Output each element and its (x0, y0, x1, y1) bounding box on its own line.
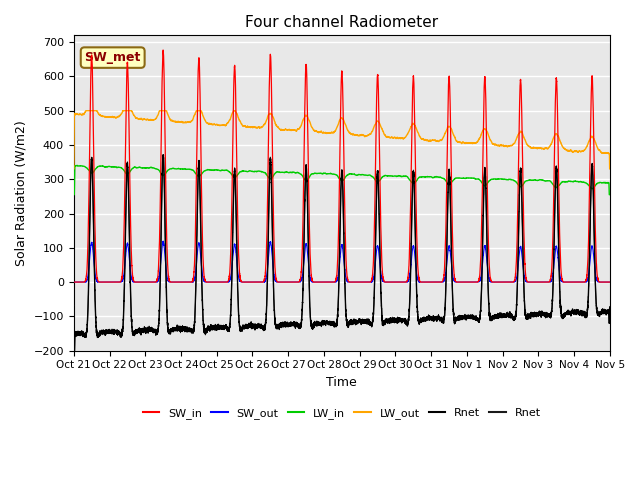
Y-axis label: Solar Radiation (W/m2): Solar Radiation (W/m2) (15, 120, 28, 266)
Legend: SW_in, SW_out, LW_in, LW_out, Rnet, Rnet: SW_in, SW_out, LW_in, LW_out, Rnet, Rnet (138, 404, 545, 423)
Title: Four channel Radiometer: Four channel Radiometer (245, 15, 438, 30)
Text: SW_met: SW_met (84, 51, 141, 64)
X-axis label: Time: Time (326, 376, 357, 389)
